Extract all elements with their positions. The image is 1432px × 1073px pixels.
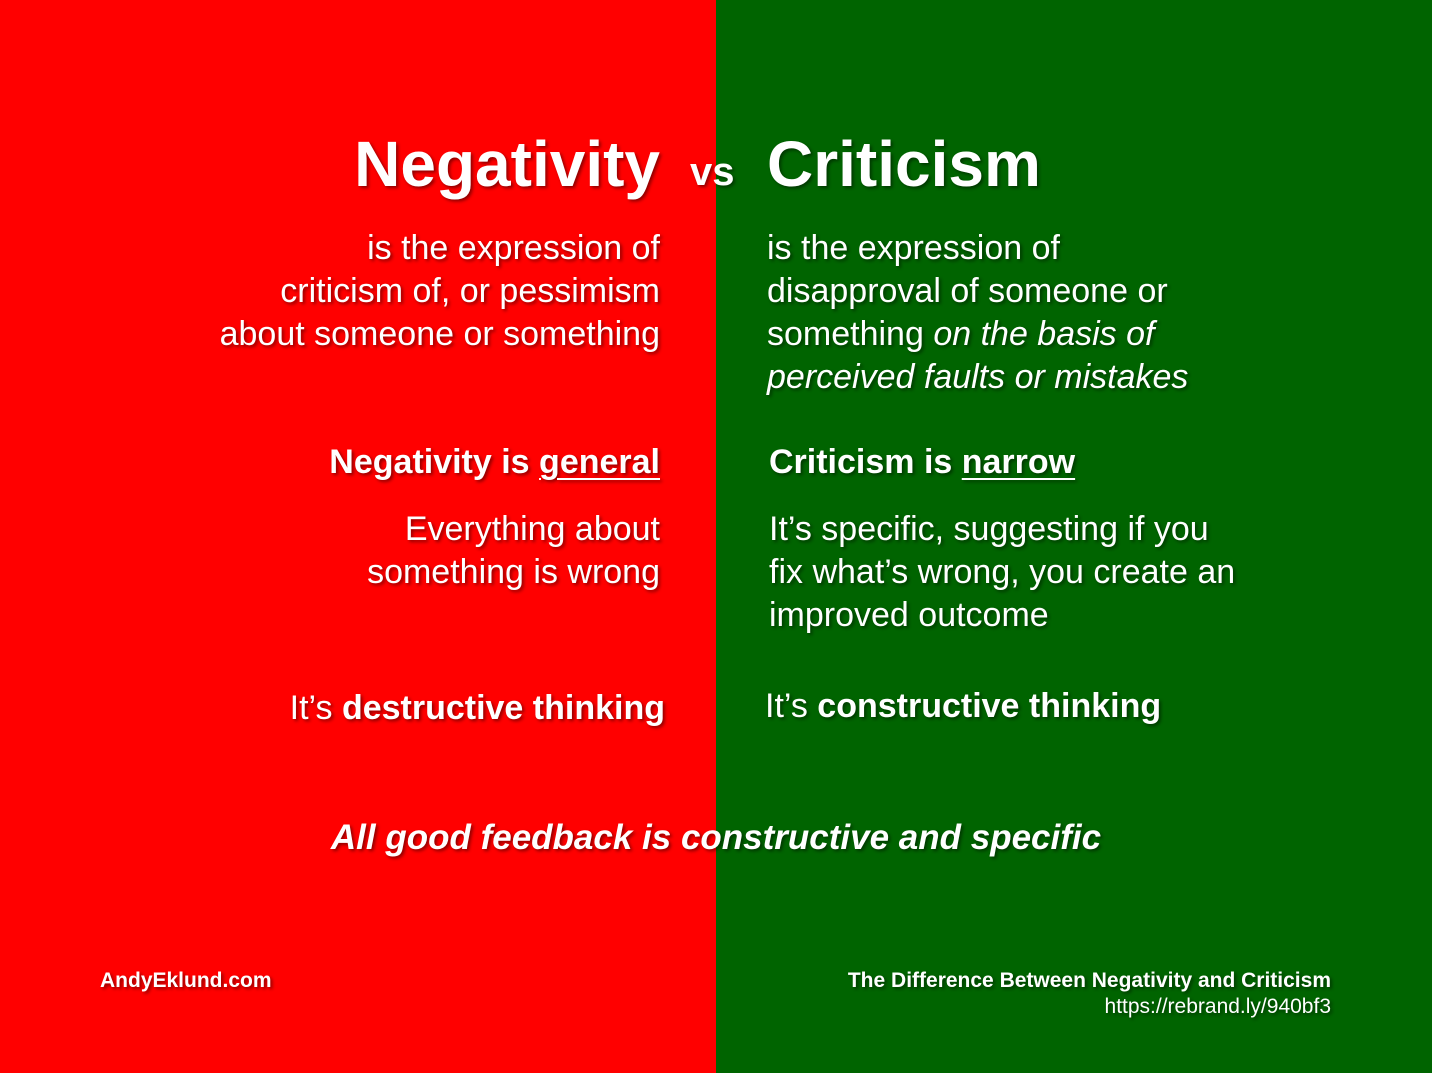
- definition-line: criticism of, or pessimism: [280, 272, 660, 310]
- article-credit: The Difference Between Negativity and Cr…: [848, 968, 1331, 1020]
- article-title: The Difference Between Negativity and Cr…: [847, 969, 1331, 992]
- definition-emphasis: on the basis of: [933, 315, 1155, 353]
- heading-keyword: general: [539, 443, 660, 481]
- heading-text: Criticism is: [769, 443, 962, 481]
- criticism-description: It’s specific, suggesting if you fix wha…: [769, 508, 1235, 637]
- site-name: AndyEklund.com: [100, 969, 272, 992]
- criticism-definition: is the expression of disapproval of some…: [767, 227, 1188, 399]
- article-url: https://rebrand.ly/940bf3: [1104, 995, 1331, 1018]
- negativity-thinking: It’s destructive thinking: [290, 687, 665, 730]
- thinking-prefix: It’s: [289, 689, 342, 727]
- description-line: It’s specific, suggesting if you: [769, 510, 1209, 548]
- definition-emphasis: perceived faults or mistakes: [767, 358, 1189, 396]
- criticism-panel: [716, 0, 1432, 1073]
- negativity-description: Everything about something is wrong: [367, 508, 660, 594]
- heading-text: Negativity is: [329, 443, 540, 481]
- definition-line: is the expression of: [367, 229, 660, 267]
- criticism-heading: Criticism is narrow: [769, 441, 1075, 484]
- thinking-type: constructive thinking: [817, 687, 1162, 725]
- criticism-title: Criticism: [767, 128, 1041, 200]
- description-line: fix what’s wrong, you create an: [769, 553, 1236, 591]
- thinking-type: destructive thinking: [341, 689, 665, 727]
- criticism-thinking: It’s constructive thinking: [765, 685, 1161, 728]
- description-line: Everything about: [404, 510, 660, 548]
- thinking-prefix: It’s: [765, 687, 818, 725]
- summary-quote: All good feedback is constructive and sp…: [330, 818, 1102, 857]
- negativity-title: Negativity: [354, 128, 660, 200]
- heading-keyword: narrow: [961, 443, 1076, 481]
- negativity-definition: is the expression of criticism of, or pe…: [220, 227, 660, 356]
- negativity-panel: [0, 0, 716, 1073]
- definition-line: something on the basis of: [767, 313, 1188, 356]
- vs-label: vs: [690, 150, 735, 194]
- negativity-heading: Negativity is general: [329, 441, 660, 484]
- definition-text: something: [767, 315, 934, 353]
- definition-line: about someone or something: [219, 315, 660, 353]
- description-line: something is wrong: [367, 553, 660, 591]
- definition-line: is the expression of: [767, 229, 1060, 267]
- definition-line: disapproval of someone or: [767, 272, 1168, 310]
- description-line: improved outcome: [769, 596, 1049, 634]
